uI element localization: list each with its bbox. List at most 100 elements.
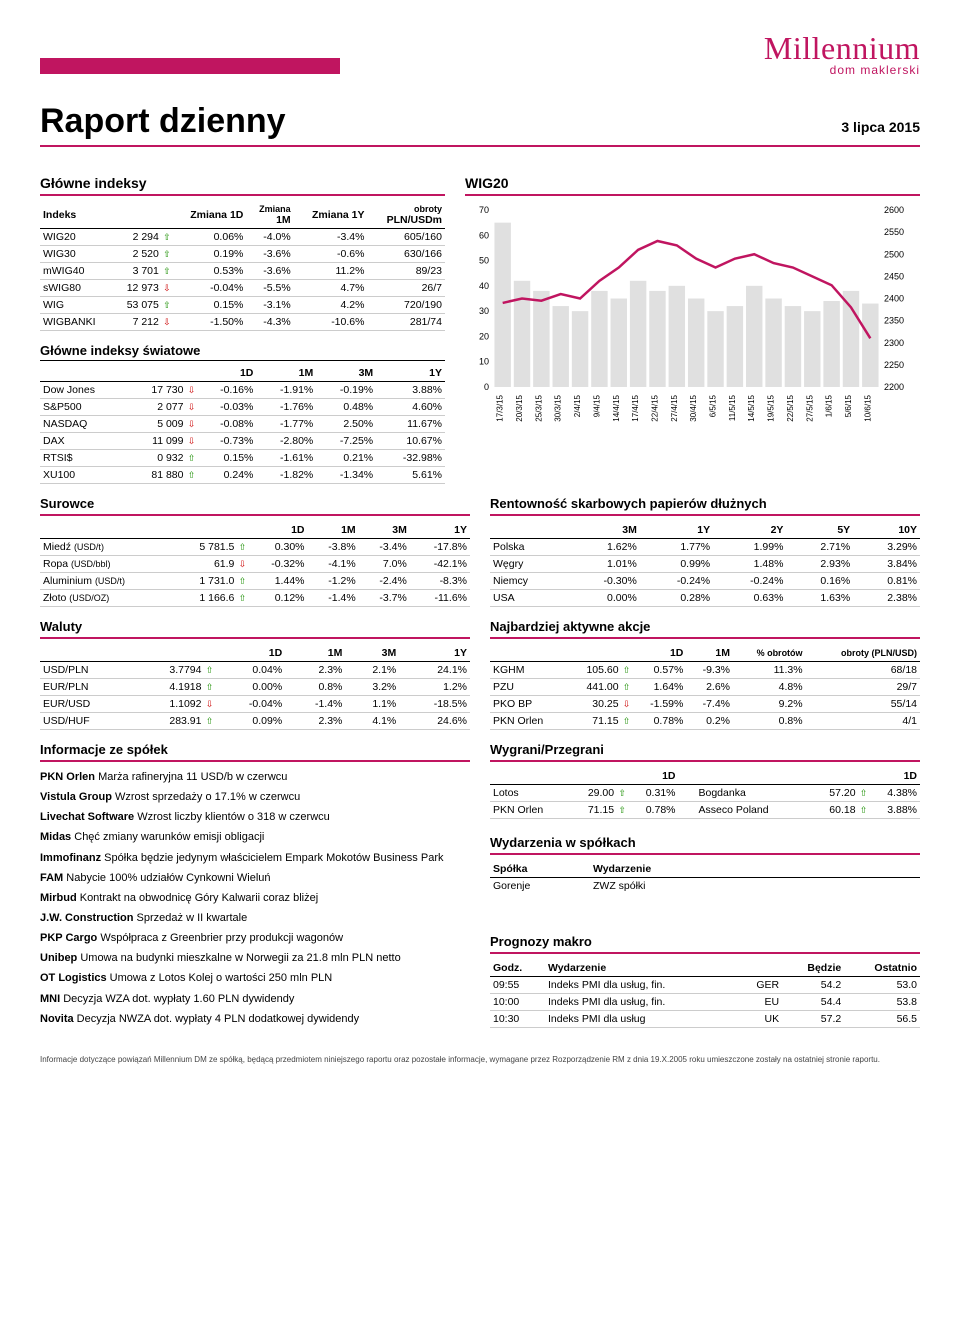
down-arrow-icon: ⇩ <box>188 402 196 412</box>
up-arrow-icon: ⇧ <box>239 576 247 586</box>
svg-text:60: 60 <box>479 230 489 240</box>
left-column: Główne indeksy IndeksZmiana 1DZmiana1MZm… <box>40 165 445 484</box>
up-arrow-icon: ⇧ <box>206 716 214 726</box>
company-news-list: PKN Orlen Marża rafineryjna 11 USD/b w c… <box>40 768 470 1030</box>
up-arrow-icon: ⇧ <box>618 788 626 798</box>
news-item: PKN Orlen Marża rafineryjna 11 USD/b w c… <box>40 768 470 788</box>
news-item: Mirbud Kontrakt na obwodnicę Góry Kalwar… <box>40 889 470 909</box>
footer-note: Informacje dotyczące powiązań Millennium… <box>40 1055 920 1065</box>
svg-text:0: 0 <box>484 382 489 392</box>
svg-text:2/4/15: 2/4/15 <box>573 394 582 417</box>
news-item: MNI Decyzja WZA dot. wypłaty 1.60 PLN dy… <box>40 990 470 1010</box>
table-row: mWIG403 701⇧0.53%-3.6%11.2%89/23 <box>40 263 445 280</box>
table-row: Polska1.62%1.77%1.99%2.71%3.29% <box>490 539 920 556</box>
currencies-col: Waluty 1D1M3M1YUSD/PLN3.7794⇧0.04%2.3%2.… <box>40 607 470 730</box>
svg-text:2350: 2350 <box>884 316 904 326</box>
svg-text:2300: 2300 <box>884 338 904 348</box>
svg-text:2500: 2500 <box>884 249 904 259</box>
table-row: Węgry1.01%0.99%1.48%2.93%3.84% <box>490 556 920 573</box>
down-arrow-icon: ⇩ <box>163 283 171 293</box>
up-arrow-icon: ⇧ <box>163 266 171 276</box>
news-item: OT Logistics Umowa z Lotos Kolej o warto… <box>40 969 470 989</box>
down-arrow-icon: ⇩ <box>188 419 196 429</box>
active-stocks-table: 1D1M% obrotówobroty (PLN/USD)KGHM105.60⇧… <box>490 645 920 730</box>
down-arrow-icon: ⇩ <box>239 559 247 569</box>
table-row: RTSI$0 932⇧0.15%-1.61%0.21%-32.98% <box>40 450 445 467</box>
table-row: DAX11 099⇩-0.73%-2.80%-7.25%10.67% <box>40 433 445 450</box>
news-item: PKP Cargo Współpraca z Greenbrier przy p… <box>40 929 470 949</box>
up-arrow-icon: ⇧ <box>618 805 626 815</box>
svg-text:2550: 2550 <box>884 227 904 237</box>
news-item: Vistula Group Wzrost sprzedaży o 17.1% w… <box>40 788 470 808</box>
header: Millennium dom maklerski <box>40 30 920 77</box>
svg-text:1/6/15: 1/6/15 <box>825 394 834 417</box>
up-arrow-icon: ⇧ <box>163 300 171 310</box>
title-row: Raport dzienny 3 lipca 2015 <box>40 102 920 147</box>
svg-text:30/4/15: 30/4/15 <box>689 394 698 421</box>
table-row: S&P5002 077⇩-0.03%-1.76%0.48%4.60% <box>40 399 445 416</box>
table-row: KGHM105.60⇧0.57%-9.3%11.3%68/18 <box>490 662 920 679</box>
wig20-chart-title: WIG20 <box>465 175 920 196</box>
svg-text:20: 20 <box>479 331 489 341</box>
svg-text:30/3/15: 30/3/15 <box>554 394 563 421</box>
news-item: Novita Decyzja NWZA dot. wypłaty 4 PLN d… <box>40 1010 470 1030</box>
up-arrow-icon: ⇧ <box>239 542 247 552</box>
table-row: 10:00Indeks PMI dla usług, fin.EU54.453.… <box>490 994 920 1011</box>
yields-title: Rentowność skarbowych papierów dłużnych <box>490 496 920 516</box>
top-section: Główne indeksy IndeksZmiana 1DZmiana1MZm… <box>40 165 920 484</box>
news-item: FAM Nabycie 100% udziałów Cynkowni Wielu… <box>40 869 470 889</box>
table-row: Aluminium (USD/t)1 731.0⇧1.44%-1.2%-2.4%… <box>40 573 470 590</box>
svg-text:50: 50 <box>479 256 489 266</box>
report-page: Millennium dom maklerski Raport dzienny … <box>0 0 960 1095</box>
table-row: WIG202 294⇧0.06%-4.0%-3.4%605/160 <box>40 229 445 246</box>
up-arrow-icon: ⇧ <box>188 470 196 480</box>
table-row: 10:30Indeks PMI dla usługUK57.256.5 <box>490 1011 920 1028</box>
svg-text:30: 30 <box>479 306 489 316</box>
table-row: Lotos29.00⇧0.31%Bogdanka57.20⇧4.38% <box>490 785 920 802</box>
company-news-col: Informacje ze spółek PKN Orlen Marża raf… <box>40 730 470 1030</box>
table-row: Złoto (USD/OZ)1 166.6⇧0.12%-1.4%-3.7%-11… <box>40 590 470 607</box>
svg-text:2600: 2600 <box>884 205 904 215</box>
svg-text:2200: 2200 <box>884 382 904 392</box>
svg-text:17/3/15: 17/3/15 <box>496 394 505 421</box>
up-arrow-icon: ⇧ <box>206 665 214 675</box>
wig20-chart-svg: 0102030405060702200225023002350240024502… <box>465 202 920 437</box>
svg-text:22/5/15: 22/5/15 <box>786 394 795 421</box>
commodities-table: 1D1M3M1YMiedź (USD/t)5 781.5⇧0.30%-3.8%-… <box>40 522 470 607</box>
winners-losers-table: 1D1DLotos29.00⇧0.31%Bogdanka57.20⇧4.38%P… <box>490 768 920 819</box>
company-news-title: Informacje ze spółek <box>40 742 470 762</box>
table-row: WIG53 075⇧0.15%-3.1%4.2%720/190 <box>40 297 445 314</box>
svg-text:20/3/15: 20/3/15 <box>515 394 524 421</box>
down-arrow-icon: ⇩ <box>163 317 171 327</box>
table-row: Ropa (USD/bbl)61.9⇩-0.32%-4.1%7.0%-42.1% <box>40 556 470 573</box>
table-row: PKO BP30.25⇩-1.59%-7.4%9.2%55/14 <box>490 696 920 713</box>
yields-col: Rentowność skarbowych papierów dłużnych … <box>490 484 920 607</box>
table-row: EUR/PLN4.1918⇧0.00%0.8%3.2%1.2% <box>40 679 470 696</box>
macro-table: Godz.WydarzenieBędzieOstatnio09:55Indeks… <box>490 960 920 1028</box>
table-row: Miedź (USD/t)5 781.5⇧0.30%-3.8%-3.4%-17.… <box>40 539 470 556</box>
main-indexes-table: IndeksZmiana 1DZmiana1MZmiana 1YobrotyPL… <box>40 202 445 331</box>
currencies-table: 1D1M3M1YUSD/PLN3.7794⇧0.04%2.3%2.1%24.1%… <box>40 645 470 730</box>
table-row: USD/PLN3.7794⇧0.04%2.3%2.1%24.1% <box>40 662 470 679</box>
commodities-title: Surowce <box>40 496 470 516</box>
winners-events-col: Wygrani/Przegrani 1D1DLotos29.00⇧0.31%Bo… <box>490 730 920 1030</box>
up-arrow-icon: ⇧ <box>206 682 214 692</box>
svg-text:9/4/15: 9/4/15 <box>592 394 601 417</box>
commodities-col: Surowce 1D1M3M1YMiedź (USD/t)5 781.5⇧0.3… <box>40 484 470 607</box>
table-row: PKN Orlen71.15⇧0.78%Asseco Poland60.18⇧3… <box>490 802 920 819</box>
down-arrow-icon: ⇩ <box>188 436 196 446</box>
table-row: WIG302 520⇧0.19%-3.6%-0.6%630/166 <box>40 246 445 263</box>
down-arrow-icon: ⇩ <box>623 699 631 709</box>
svg-text:25/3/15: 25/3/15 <box>534 394 543 421</box>
svg-text:22/4/15: 22/4/15 <box>650 394 659 421</box>
table-row: NASDAQ5 009⇩-0.08%-1.77%2.50%11.67% <box>40 416 445 433</box>
macro-title: Prognozy makro <box>490 934 920 954</box>
svg-text:17/4/15: 17/4/15 <box>631 394 640 421</box>
up-arrow-icon: ⇧ <box>623 682 631 692</box>
news-item: Livechat Software Wzrost liczby klientów… <box>40 808 470 828</box>
up-arrow-icon: ⇧ <box>623 716 631 726</box>
svg-text:10/6/15: 10/6/15 <box>863 394 872 421</box>
currencies-title: Waluty <box>40 619 470 639</box>
svg-text:2400: 2400 <box>884 294 904 304</box>
up-arrow-icon: ⇧ <box>860 805 868 815</box>
